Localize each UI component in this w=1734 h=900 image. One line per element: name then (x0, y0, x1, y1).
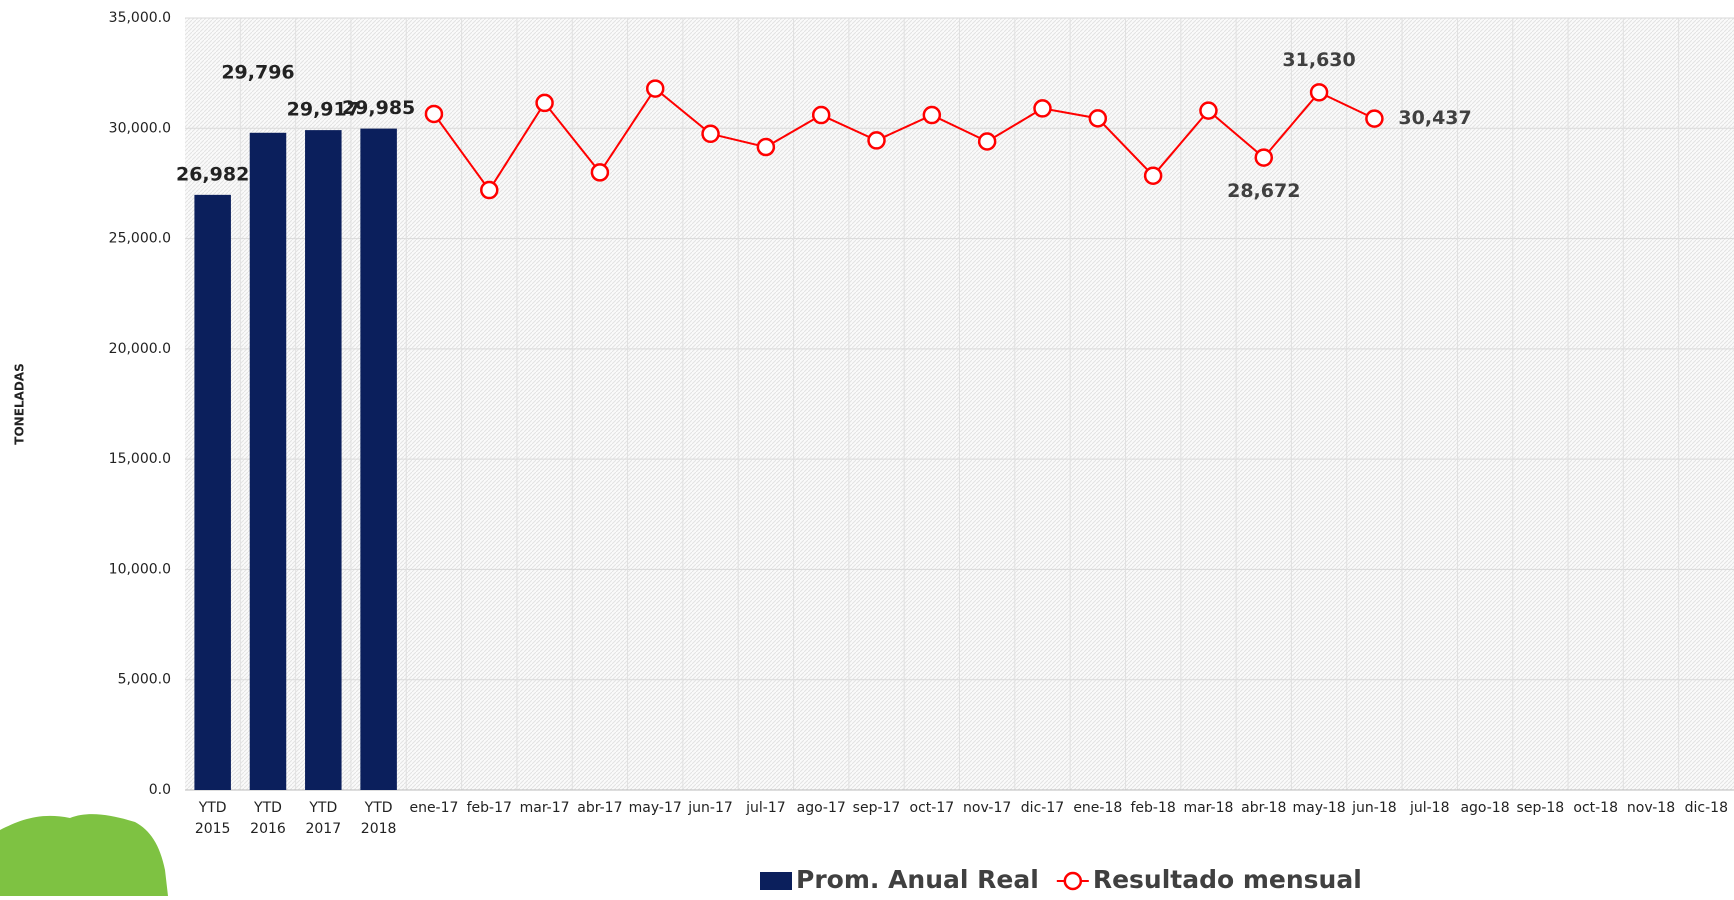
marker (1254, 148, 1274, 167)
x-tick-label: dic-17 (1021, 800, 1064, 816)
marker (1199, 101, 1218, 120)
marker (424, 104, 444, 124)
marker (811, 105, 831, 125)
x-tick-label: feb-18 (1130, 800, 1175, 816)
marker (701, 124, 720, 144)
marker (756, 137, 776, 157)
x-tick-label: nov-18 (1627, 800, 1675, 816)
x-tick-label: ene-18 (1073, 800, 1122, 816)
decoration (0, 814, 168, 896)
x-tick-label: abr-17 (577, 800, 622, 816)
x-tick-label: jul-18 (1409, 800, 1450, 816)
x-tick-label: dic-18 (1685, 800, 1728, 816)
y-tick-label: 30,000.0 (109, 120, 171, 136)
x-tick-label: jul-17 (745, 800, 786, 816)
x-tick-label: oct-18 (1573, 800, 1618, 816)
legend-label: Resultado mensual (1093, 865, 1362, 894)
marker (867, 131, 886, 150)
x-tick-label: feb-17 (467, 800, 512, 816)
x-tick-label: YTD 2015 (195, 800, 231, 837)
x-tick-label: sep-18 (1517, 800, 1565, 816)
bar-label: 29,985 (342, 97, 415, 119)
bar-label: 29,796 (221, 61, 294, 83)
marker (1309, 83, 1329, 102)
marker (1143, 166, 1163, 185)
y-tick-label: 5,000.0 (118, 672, 171, 688)
marker (590, 163, 610, 182)
x-tick-label: YTD 2017 (305, 800, 341, 837)
x-tick-label: YTD 2018 (361, 800, 397, 837)
x-tick-label: ago-18 (1460, 800, 1509, 816)
legend-marker (1063, 871, 1083, 891)
y-tick-label: 0.0 (149, 782, 171, 798)
bar (194, 194, 231, 790)
bar (249, 132, 287, 790)
bar-label: 29,917 (287, 99, 360, 121)
x-tick-label: oct-17 (910, 800, 955, 816)
marker (1365, 109, 1384, 128)
x-tick-label: ago-17 (797, 800, 846, 816)
point-label: 31,630 (1282, 49, 1355, 71)
y-tick-label: 20,000.0 (109, 341, 171, 357)
y-tick-label: 35,000.0 (109, 10, 171, 26)
x-tick-label: abr-18 (1241, 800, 1286, 816)
bar-label: 26,982 (176, 163, 249, 185)
marker (645, 79, 665, 98)
x-tick-label: sep-17 (853, 800, 901, 816)
marker (1088, 109, 1108, 128)
x-tick-label: mar-17 (520, 800, 570, 816)
bar (305, 130, 342, 790)
y-tick-label: 10,000.0 (109, 561, 171, 577)
marker (977, 132, 997, 151)
marker (922, 105, 942, 125)
x-tick-label: nov-17 (963, 800, 1011, 816)
x-tick-label: ene-17 (409, 800, 458, 816)
y-axis-label: TONELADAS (13, 363, 27, 444)
marker (1033, 99, 1052, 118)
line (433, 87, 1375, 192)
legend-swatch (760, 872, 792, 890)
marker (480, 180, 499, 200)
y-tick-label: 15,000.0 (109, 451, 171, 467)
x-tick-label: mar-18 (1183, 800, 1233, 816)
point-label: 28,672 (1227, 180, 1300, 202)
marker (535, 93, 554, 113)
y-tick-label: 25,000.0 (109, 231, 171, 247)
legend-label: Prom. Anual Real (796, 865, 1039, 894)
x-tick-label: may-17 (629, 800, 682, 816)
x-tick-label: jun-17 (687, 800, 733, 816)
point-label: 30,437 (1398, 107, 1471, 129)
x-tick-label: jun-18 (1351, 800, 1397, 816)
x-tick-label: may-18 (1293, 800, 1346, 816)
bar (360, 128, 397, 790)
x-tick-label: YTD 2016 (250, 800, 286, 837)
